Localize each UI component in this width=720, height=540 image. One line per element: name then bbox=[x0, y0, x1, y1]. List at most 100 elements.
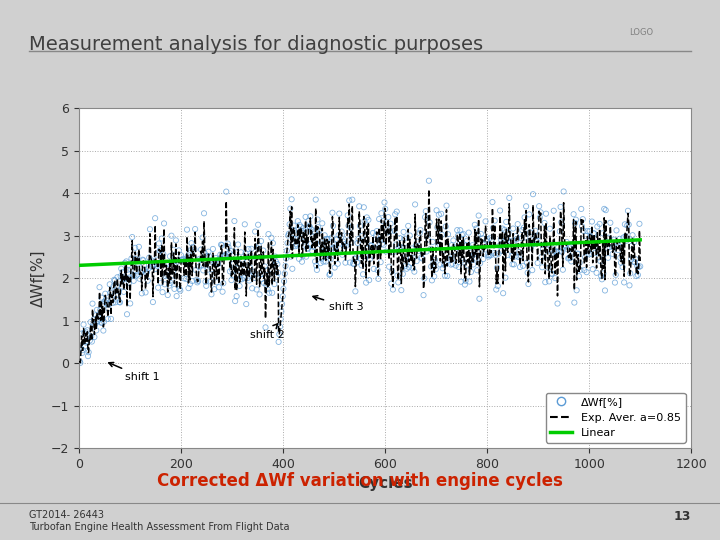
Point bbox=[320, 252, 331, 260]
Point bbox=[387, 285, 399, 294]
Point bbox=[223, 248, 235, 257]
Point bbox=[96, 319, 108, 327]
Point bbox=[464, 244, 476, 252]
Point bbox=[562, 245, 573, 254]
Point bbox=[528, 240, 540, 248]
Point bbox=[205, 277, 217, 286]
Point bbox=[516, 226, 528, 234]
Point bbox=[300, 237, 311, 246]
Point bbox=[561, 238, 572, 246]
Point bbox=[240, 300, 252, 308]
Point bbox=[196, 261, 207, 269]
Point bbox=[378, 240, 390, 249]
Point bbox=[81, 338, 92, 347]
Point bbox=[337, 251, 348, 259]
Point bbox=[546, 269, 557, 278]
Point bbox=[315, 259, 326, 267]
Point bbox=[275, 315, 287, 323]
Point bbox=[410, 200, 421, 209]
Point bbox=[355, 254, 366, 263]
Point bbox=[121, 257, 132, 266]
Point bbox=[217, 287, 228, 296]
Point bbox=[266, 233, 277, 242]
Point bbox=[370, 231, 382, 240]
Point bbox=[232, 270, 243, 279]
Point bbox=[587, 265, 598, 274]
Point bbox=[568, 210, 580, 219]
Point bbox=[100, 296, 112, 305]
Point bbox=[352, 239, 364, 247]
Point bbox=[449, 247, 461, 255]
Point bbox=[368, 265, 379, 273]
Point bbox=[200, 281, 212, 290]
Point bbox=[631, 261, 643, 270]
Point bbox=[309, 227, 320, 236]
Point bbox=[125, 299, 136, 308]
Point bbox=[610, 271, 621, 279]
Point bbox=[142, 276, 153, 285]
Point bbox=[386, 279, 397, 288]
Point bbox=[402, 243, 413, 252]
Point bbox=[521, 202, 532, 211]
Point bbox=[89, 320, 101, 329]
Point bbox=[248, 274, 260, 282]
Point bbox=[166, 231, 177, 240]
Point bbox=[359, 252, 371, 260]
Point bbox=[92, 317, 104, 326]
Point bbox=[588, 230, 600, 238]
Point bbox=[607, 249, 618, 258]
Point bbox=[333, 231, 344, 239]
Point bbox=[400, 253, 412, 261]
Point bbox=[269, 280, 280, 288]
Point bbox=[302, 245, 314, 253]
Point bbox=[91, 306, 103, 314]
Point bbox=[417, 248, 428, 256]
Point bbox=[372, 274, 384, 283]
Point bbox=[256, 274, 268, 283]
Point bbox=[420, 207, 431, 215]
Point bbox=[140, 269, 152, 278]
Point bbox=[585, 232, 596, 241]
Point bbox=[524, 228, 536, 237]
Point bbox=[220, 251, 231, 260]
Point bbox=[492, 282, 503, 291]
Point bbox=[318, 247, 330, 255]
Point bbox=[93, 315, 104, 324]
Point bbox=[485, 251, 497, 260]
Point bbox=[558, 187, 570, 196]
Point bbox=[615, 253, 626, 262]
Point bbox=[277, 292, 289, 301]
Point bbox=[572, 249, 583, 258]
Point bbox=[496, 247, 508, 255]
Point bbox=[104, 300, 115, 309]
Point bbox=[86, 338, 98, 346]
Point bbox=[234, 282, 246, 291]
Point bbox=[599, 286, 611, 295]
Point bbox=[454, 240, 465, 248]
Point bbox=[243, 245, 254, 253]
Point bbox=[79, 342, 91, 350]
Point bbox=[225, 276, 237, 285]
Point bbox=[285, 252, 297, 261]
Point bbox=[192, 278, 203, 287]
Point bbox=[204, 262, 216, 271]
Point bbox=[126, 254, 138, 263]
Point bbox=[353, 234, 364, 243]
Point bbox=[462, 261, 474, 270]
Point bbox=[623, 220, 634, 229]
Point bbox=[469, 220, 480, 229]
Point bbox=[603, 253, 614, 262]
Point bbox=[99, 297, 110, 306]
Point bbox=[101, 299, 112, 307]
Point bbox=[418, 291, 429, 300]
Point bbox=[467, 241, 478, 249]
Point bbox=[342, 211, 354, 220]
Point bbox=[474, 294, 485, 303]
Point bbox=[415, 226, 426, 234]
Point bbox=[412, 238, 423, 246]
Point bbox=[625, 255, 636, 264]
Point bbox=[507, 260, 518, 268]
Point bbox=[455, 278, 467, 286]
Point bbox=[158, 219, 170, 228]
Point bbox=[569, 298, 580, 307]
